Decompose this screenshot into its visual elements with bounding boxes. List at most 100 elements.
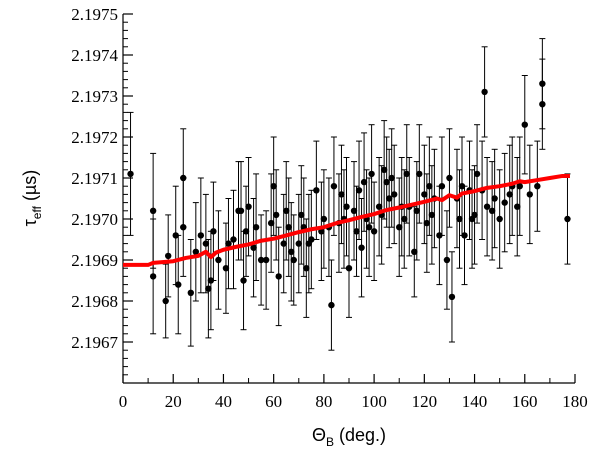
data-point <box>403 170 410 178</box>
data-point <box>401 215 408 223</box>
data-point <box>461 232 468 239</box>
plot-area: 0 20 40 60 80 100 120 140 160 180 2.19672.19682.1… <box>71 5 588 411</box>
data-point <box>471 211 478 219</box>
data-point <box>180 224 187 231</box>
data-point <box>202 240 210 247</box>
data-point <box>488 207 496 214</box>
data-point <box>270 183 277 190</box>
y-tick-label: 2.1973 <box>71 87 118 106</box>
x-tick-label: 60 <box>265 392 282 411</box>
data-point <box>210 228 217 235</box>
data-point <box>483 203 491 210</box>
y-tick-label: 2.1970 <box>71 210 118 229</box>
data-point <box>385 195 393 202</box>
data-point <box>165 252 172 260</box>
x-tick-label: 160 <box>512 392 538 411</box>
y-tick-label: 2.1974 <box>71 46 118 65</box>
x-axis-title-symbol: Θ <box>312 425 326 445</box>
data-point <box>355 187 363 194</box>
data-point <box>225 240 232 247</box>
data-point <box>388 174 395 182</box>
data-point <box>252 224 260 231</box>
data-point <box>438 183 446 190</box>
data-point <box>411 248 418 255</box>
data-point <box>205 285 212 292</box>
data-point <box>313 187 320 194</box>
data-point <box>283 207 290 214</box>
data-point <box>365 224 373 231</box>
data-point <box>514 203 521 210</box>
y-tick-label: 2.1969 <box>71 251 118 270</box>
data-point <box>197 232 205 239</box>
data-point <box>290 256 297 264</box>
data-point <box>303 265 310 272</box>
data-point <box>242 228 250 235</box>
fit-line <box>123 173 570 267</box>
data-point <box>285 224 292 231</box>
data-point <box>564 215 571 223</box>
y-tick-label: 2.1968 <box>71 292 118 311</box>
data-point <box>127 170 134 178</box>
data-point <box>443 256 451 264</box>
x-axis-title: ΘB (deg.) <box>312 425 386 449</box>
data-point <box>330 183 338 190</box>
data-point <box>413 207 420 214</box>
y-tick-label: 2.1971 <box>71 169 118 188</box>
data-point <box>383 178 390 186</box>
x-tick-label: 20 <box>165 392 182 411</box>
x-tick-label: 180 <box>562 392 588 411</box>
data-point <box>496 215 503 223</box>
y-axis-title-symbol: τ <box>20 219 40 226</box>
x-tick-label: 120 <box>412 392 438 411</box>
data-point <box>426 183 433 190</box>
data-point <box>345 265 353 272</box>
data-point <box>308 236 315 243</box>
data-point <box>320 215 328 223</box>
data-point <box>516 183 523 190</box>
data-point <box>481 88 488 96</box>
y-tick-label: 2.1972 <box>71 128 118 147</box>
data-point <box>175 281 182 288</box>
data-point <box>521 121 528 128</box>
y-axis-title: τeff (µs) <box>20 170 44 227</box>
data-point <box>423 219 431 227</box>
data-point <box>295 240 302 247</box>
data-points <box>127 38 571 351</box>
x-tick-label: 80 <box>315 392 332 411</box>
data-point <box>338 191 345 198</box>
data-point <box>240 277 247 284</box>
data-point <box>358 244 365 251</box>
data-point <box>375 203 383 210</box>
x-axis-title-unit: (deg.) <box>334 425 386 445</box>
x-axis-title-subscript: B <box>326 435 334 449</box>
data-point <box>149 207 157 214</box>
data-point <box>298 211 305 219</box>
data-point <box>353 228 360 235</box>
data-point <box>391 191 398 198</box>
x-axis-ticks: 0 20 40 60 80 100 120 140 160 180 <box>119 374 588 411</box>
data-point <box>370 228 378 235</box>
data-point <box>187 289 194 296</box>
data-point <box>539 80 546 87</box>
data-point <box>215 256 222 264</box>
data-point <box>448 293 456 301</box>
data-point <box>245 203 252 210</box>
data-point <box>275 273 282 280</box>
data-point <box>456 215 463 223</box>
y-tick-label: 2.1975 <box>71 5 118 24</box>
x-tick-label: 140 <box>462 392 488 411</box>
data-point <box>149 273 157 280</box>
data-point <box>328 301 335 309</box>
data-point <box>501 199 508 206</box>
y-axis-title-unit: (µs) <box>20 170 40 206</box>
data-point <box>446 174 453 182</box>
y-axis-ticks: 2.1967 2.1968 2.1969 2.1970 2.1971 2.1972 2.19… <box>71 5 133 376</box>
data-point <box>280 240 287 247</box>
data-point <box>473 170 481 178</box>
x-tick-label: 0 <box>119 392 128 411</box>
data-point <box>506 191 513 198</box>
data-point <box>491 195 498 202</box>
data-point <box>230 236 237 243</box>
data-point <box>350 207 358 214</box>
